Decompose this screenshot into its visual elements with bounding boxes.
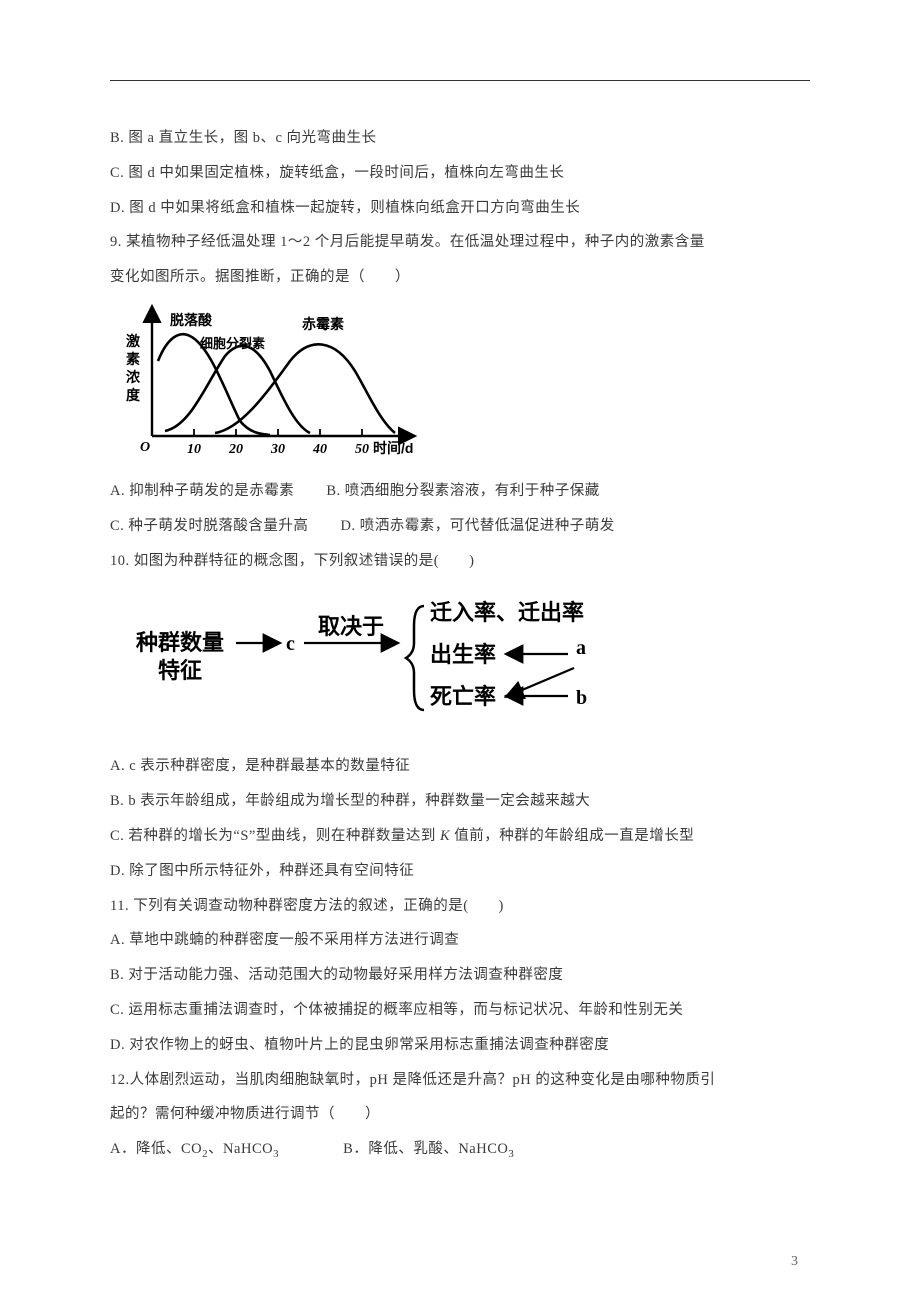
q9-opt-c: C. 种子萌发时脱落酸含量升高 [110, 509, 308, 544]
q8-opt-d: D. 图 d 中如果将纸盒和植株一起旋转，则植株向纸盒开口方向弯曲生长 [110, 191, 810, 226]
cmap-left2: 特征 [158, 658, 202, 683]
q9-opt-d: D. 喷洒赤霉素，可代替低温促进种子萌发 [341, 509, 615, 544]
q12-opt-a: A．降低、CO2、NaHCO3 [110, 1132, 279, 1167]
q9-chart-ylabel: 激 素 浓 度 [126, 333, 144, 403]
q12-stem-2: 起的？需何种缓冲物质进行调节（ ） [110, 1097, 810, 1132]
q9-xlabel: 时间/d [373, 440, 413, 456]
cmap-left1: 种群数量 [136, 630, 224, 655]
q11-opt-c: C. 运用标志重捕法调查时，个体被捕捉的概率应相等，而与标记状况、年龄和性别无关 [110, 993, 810, 1028]
q11-opt-d: D. 对农作物上的蚜虫、植物叶片上的昆虫卵常采用标志重捕法调查种群密度 [110, 1028, 810, 1063]
q10-concept-map: 种群数量 特征 c 取决于 迁入率、迁出率 出生率 死亡率 a b [128, 588, 810, 733]
q10-opt-d: D. 除了图中所示特征外，种群还具有空间特征 [110, 854, 810, 889]
page-number: 3 [791, 1254, 798, 1270]
q9-label-ga: 赤霉素 [302, 316, 344, 332]
cmap-a: a [576, 637, 586, 659]
cmap-r3: 死亡率 [430, 684, 496, 709]
q9-xtick-40: 40 [312, 442, 327, 457]
q9-chart: 激 素 浓 度 O 10 20 30 40 50 时间/d 脱落酸 [110, 301, 810, 466]
q12-opt-b: B．降低、乳酸、NaHCO3 [343, 1132, 514, 1167]
top-rule [110, 80, 810, 81]
q9-opt-b: B. 喷洒细胞分裂素溶液，有利于种子保藏 [326, 474, 599, 509]
q9-stem-1: 9. 某植物种子经低温处理 1～2 个月后能提早萌发。在低温处理过程中，种子内的… [110, 225, 810, 260]
q9-chart-origin: O [140, 440, 150, 455]
q9-xtick-20: 20 [228, 442, 243, 457]
cmap-b: b [576, 687, 587, 709]
q9-label-ck: 细胞分裂素 [200, 336, 265, 351]
cmap-qujueyu: 取决于 [318, 614, 384, 639]
q9-stem-2: 变化如图所示。据图推断，正确的是（ ） [110, 260, 810, 295]
q12-stem-1: 12.人体剧烈运动，当肌肉细胞缺氧时，pH 是降低还是升高？pH 的这种变化是由… [110, 1063, 810, 1098]
q9-label-aba: 脱落酸 [170, 312, 213, 328]
cmap-r2: 出生率 [430, 642, 496, 667]
q10-opt-c: C. 若种群的增长为“S”型曲线，则在种群数量达到 K 值前，种群的年龄组成一直… [110, 819, 810, 854]
q8-opt-b: B. 图 a 直立生长，图 b、c 向光弯曲生长 [110, 121, 810, 156]
q11-stem: 11. 下列有关调查动物种群密度方法的叙述，正确的是( ) [110, 889, 810, 924]
q9-xtick-30: 30 [270, 442, 285, 457]
q10-opt-a: A. c 表示种群密度，是种群最基本的数量特征 [110, 749, 810, 784]
q9-opt-a: A. 抑制种子萌发的是赤霉素 [110, 474, 294, 509]
q11-opt-a: A. 草地中跳蝻的种群密度一般不采用样方法进行调查 [110, 923, 810, 958]
q11-opt-b: B. 对于活动能力强、活动范围大的动物最好采用样方法调查种群密度 [110, 958, 810, 993]
cmap-c: c [286, 633, 295, 655]
q10-stem: 10. 如图为种群特征的概念图，下列叙述错误的是( ) [110, 544, 810, 579]
q9-xtick-50: 50 [355, 442, 369, 457]
cmap-r1: 迁入率、迁出率 [430, 600, 584, 625]
q10-opt-b: B. b 表示年龄组成，年龄组成为增长型的种群，种群数量一定会越来越大 [110, 784, 810, 819]
q8-opt-c: C. 图 d 中如果固定植株，旋转纸盒，一段时间后，植株向左弯曲生长 [110, 156, 810, 191]
q9-xtick-10: 10 [187, 442, 201, 457]
